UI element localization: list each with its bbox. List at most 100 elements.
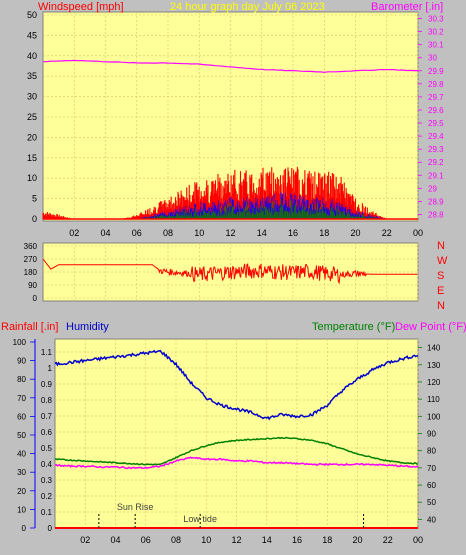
humidity-tick-label: 50 <box>17 431 26 440</box>
dewpoint-axis-label: Dew Point (°F) <box>395 321 466 333</box>
y-tick-label: 360 <box>24 242 38 251</box>
y-tick-label: 0 <box>32 214 37 224</box>
y2-tick-label: 29.5 <box>428 119 444 128</box>
y-tick-label: 90 <box>28 281 37 290</box>
rain-tick-label: 0.9 <box>41 380 53 389</box>
temp-tick-label: 100 <box>427 412 441 421</box>
barometer-line <box>43 59 418 73</box>
y2-tick-label: 28.8 <box>428 210 444 219</box>
direction-tick-labels: 360 270 180 90 0 <box>24 242 38 303</box>
x-tick-label: 18 <box>322 535 332 545</box>
humidity-tick-label: 40 <box>17 450 26 459</box>
temp-tick-label: 130 <box>427 361 441 370</box>
y-tick-label: 5 <box>32 194 37 204</box>
humidity-tick-label: 100 <box>13 338 27 347</box>
x-tick-label: 10 <box>194 228 204 238</box>
rain-tick-label: 0.6 <box>41 428 53 437</box>
rain-tick-label: 1 <box>48 364 53 373</box>
compass-label: W <box>437 255 448 267</box>
temperature-line <box>54 436 419 466</box>
temperature-axis-label: Temperature (°F) <box>312 321 395 333</box>
temp-tick-label: 40 <box>427 515 436 524</box>
y2-tick-label: 30 <box>428 54 437 63</box>
x-tick-label: 00 <box>413 228 423 238</box>
x-tick-label: 04 <box>100 228 110 238</box>
x-tick-label: 20 <box>352 535 362 545</box>
compass-label: N <box>437 300 445 312</box>
x-tick-label: 02 <box>80 535 90 545</box>
annotation-label: Sun Rise <box>117 502 154 512</box>
y-tick-label: 50 <box>27 10 37 20</box>
compass-label: S <box>437 270 444 282</box>
y2-tick-label: 30.3 <box>428 15 444 24</box>
y-tick-label: 40 <box>27 51 37 61</box>
humidity-tick-label: 90 <box>17 357 26 366</box>
y2-tick-label: 30.1 <box>428 41 444 50</box>
rain-tick-label: 0.8 <box>41 396 53 405</box>
x-tick-label: 20 <box>350 228 360 238</box>
barometer-tick-labels: 28.8 28.9 29 29.1 29.2 29.3 29.4 29.5 29.6 29.7 29… <box>418 15 444 219</box>
x-tick-label: 08 <box>171 535 181 545</box>
y-tick-label: 180 <box>24 268 38 277</box>
wind-x-tick-labels: 02 04 06 08 10 12 14 16 18 20 22 00 <box>69 228 423 238</box>
x-tick-label: 22 <box>383 535 393 545</box>
compass-label: N <box>437 240 445 252</box>
humidity-line <box>54 349 419 421</box>
x-tick-label: 14 <box>262 535 272 545</box>
y2-tick-label: 29.6 <box>428 106 444 115</box>
y-tick-label: 45 <box>27 30 37 40</box>
y-tick-label: 25 <box>27 112 37 122</box>
rainfall-axis-label: Rainfall [.in] <box>1 321 58 333</box>
x-tick-label: 14 <box>257 228 267 238</box>
y2-tick-label: 29.2 <box>428 158 444 167</box>
x-tick-label: 00 <box>413 535 423 545</box>
humidity-tick-label: 70 <box>17 394 26 403</box>
temp-tick-label: 110 <box>427 395 440 404</box>
rain-tick-label: 0.5 <box>41 444 53 453</box>
humidity-tick-labels: 0 10 20 30 40 50 60 70 80 90 100 <box>13 338 35 533</box>
y2-tick-label: 29.9 <box>428 67 444 76</box>
y2-tick-label: 30.2 <box>428 28 444 37</box>
y-tick-label: 10 <box>27 173 37 183</box>
humidity-tick-label: 30 <box>17 468 26 477</box>
y-tick-label: 270 <box>24 255 38 264</box>
y-tick-label: 30 <box>27 92 37 102</box>
humidity-tick-label: 10 <box>17 505 26 514</box>
dewpoint-line <box>54 456 419 470</box>
tide-annotations: Sun Rise Low tide <box>98 502 365 528</box>
x-tick-label: 06 <box>132 228 142 238</box>
temp-tick-label: 60 <box>427 481 436 490</box>
y2-tick-label: 29 <box>428 184 437 193</box>
y2-tick-label: 29.4 <box>428 132 444 141</box>
rain-tick-label: 0.1 <box>41 508 53 517</box>
annotation-label: Low tide <box>183 514 217 524</box>
temp-tick-label: 120 <box>427 378 441 387</box>
climate-x-tick-labels: 02 04 06 08 10 12 14 16 18 20 22 00 <box>80 535 423 545</box>
humidity-tick-label: 60 <box>17 412 26 421</box>
rain-tick-label: 0.2 <box>41 492 53 501</box>
y2-tick-label: 29.3 <box>428 145 444 154</box>
x-tick-label: 18 <box>319 228 329 238</box>
compass-label: E <box>437 285 444 297</box>
y-tick-label: 0 <box>33 294 38 303</box>
temp-tick-label: 90 <box>427 430 436 439</box>
humidity-axis-label: Humidity <box>66 321 109 333</box>
x-tick-label: 12 <box>225 228 235 238</box>
barometer-axis-label: Barometer [.in] <box>371 1 443 13</box>
x-tick-label: 22 <box>382 228 392 238</box>
x-tick-label: 02 <box>69 228 79 238</box>
rain-tick-label: 0.7 <box>41 412 53 421</box>
y-tick-label: 15 <box>27 153 37 163</box>
graph-title: 24 hour graph day July 06 2023 <box>170 1 325 13</box>
climate-grid <box>55 339 419 529</box>
rainfall-tick-labels: 0 0.1 0.2 0.3 0.4 0.5 0.6 0.7 0.8 0.9 1 1.1 <box>41 348 53 533</box>
y2-tick-label: 28.9 <box>428 197 444 206</box>
x-tick-label: 04 <box>110 535 120 545</box>
temp-tick-label: 50 <box>427 498 436 507</box>
temperature-tick-labels: 40 50 60 70 80 90 100 110 120 130 140 <box>418 344 441 524</box>
rain-tick-label: 0.4 <box>41 460 53 469</box>
